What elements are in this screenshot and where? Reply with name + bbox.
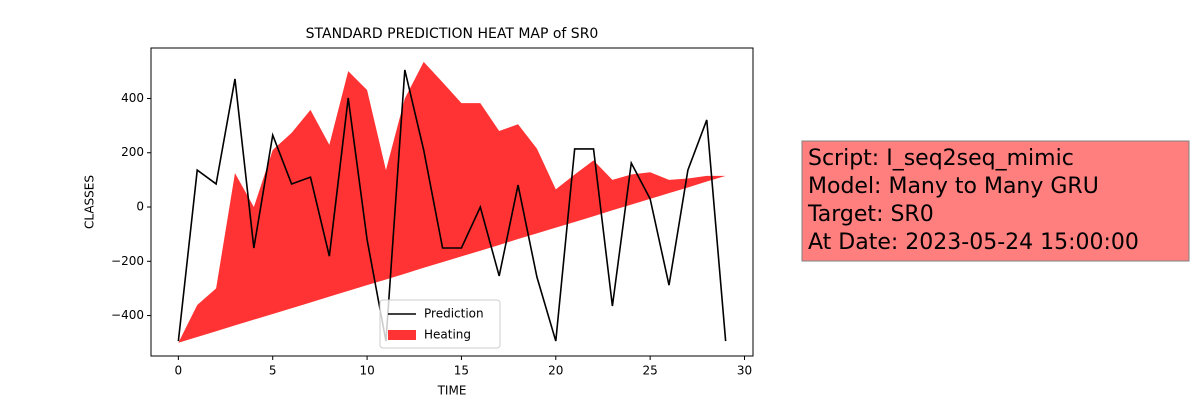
y-tick-label: −400 — [111, 308, 144, 322]
plot-frame — [150, 47, 754, 357]
y-axis-label: CLASSES — [83, 175, 97, 229]
annotation-line: Target: SR0 — [807, 202, 934, 227]
annotation-line: Model: Many to Many GRU — [808, 174, 1099, 199]
x-tick-label: 0 — [175, 364, 183, 378]
legend-swatch — [388, 330, 416, 340]
legend-label: Prediction — [424, 307, 484, 321]
heating-area — [178, 61, 726, 343]
x-axis-label: TIME — [437, 384, 467, 398]
x-tick-label: 5 — [269, 364, 277, 378]
prediction-line — [177, 69, 727, 342]
y-tick-label: −200 — [111, 254, 144, 268]
annotation-box — [801, 140, 1190, 262]
annotation-line: At Date: 2023-05-24 15:00:00 — [808, 230, 1139, 255]
y-tick-label: 400 — [121, 91, 144, 105]
x-tick-label: 25 — [643, 364, 658, 378]
x-tick-label: 30 — [737, 364, 752, 378]
x-tick-label: 20 — [548, 364, 563, 378]
annotation-line: Script: I_seq2seq_mimic — [808, 146, 1074, 171]
y-tick-label: 200 — [121, 145, 144, 159]
x-tick-label: 15 — [454, 364, 469, 378]
y-tick-label: 0 — [136, 200, 144, 214]
chart-title: STANDARD PREDICTION HEAT MAP of SR0 — [306, 26, 599, 42]
legend-label: Heating — [424, 328, 471, 342]
x-tick-label: 10 — [359, 364, 374, 378]
